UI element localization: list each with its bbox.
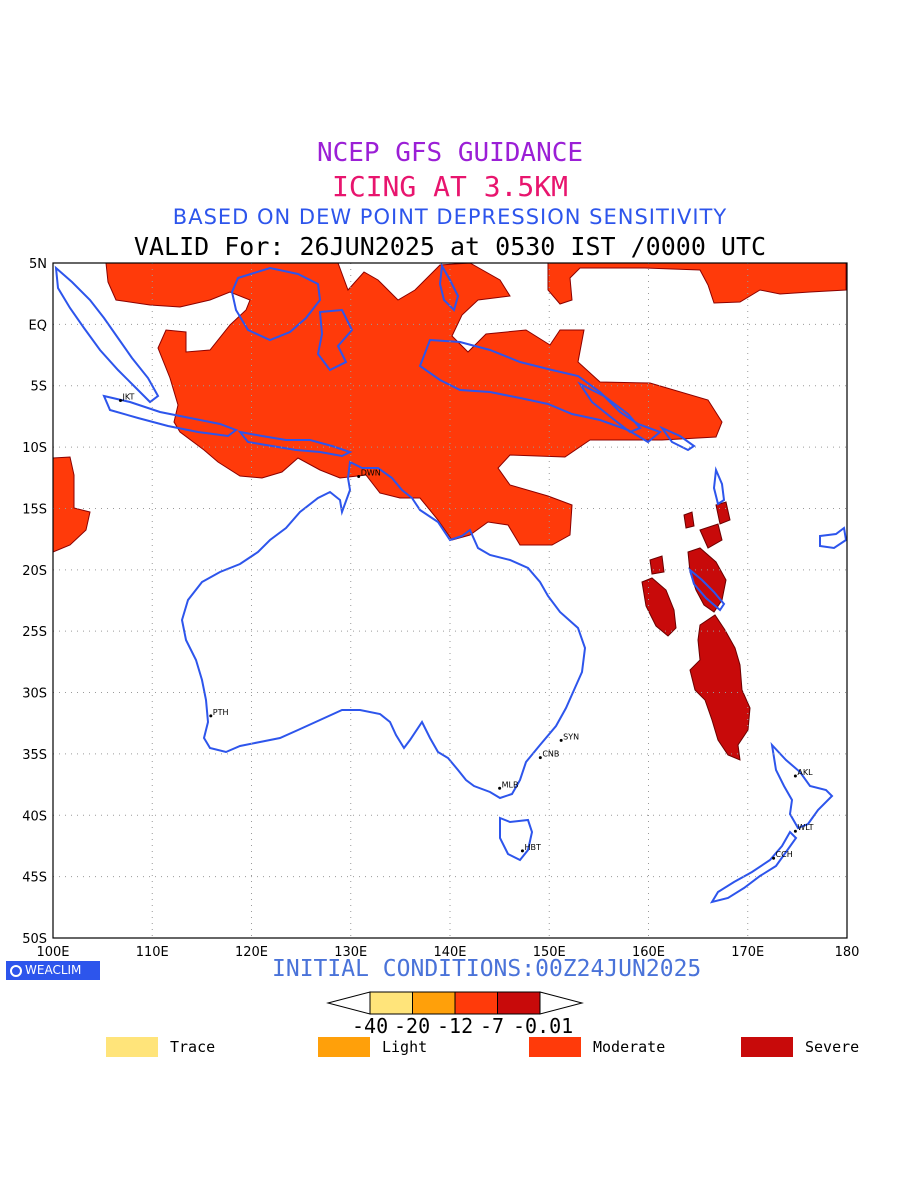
city-dot (538, 756, 542, 760)
severe-patch-4 (699, 523, 723, 549)
lat-tick-label: 10S (22, 441, 47, 456)
moderate-icing-areas (52, 262, 847, 553)
legend-label: Light (382, 1038, 428, 1056)
lat-tick-label: 40S (22, 809, 47, 824)
city-label: DWN (361, 469, 381, 478)
coast-fiji (819, 526, 848, 550)
severe-patch-5 (649, 555, 665, 575)
weaclim-logo: WEACLIM (6, 961, 100, 980)
legend-swatch (318, 1037, 370, 1057)
title-line-2: ICING AT 3.5KM (331, 170, 568, 203)
lon-tick-label: 130E (334, 945, 367, 960)
legend-swatch (106, 1037, 158, 1057)
coast-tasmania (499, 816, 534, 862)
city-dot (559, 738, 563, 742)
lat-tick-label: 25S (22, 625, 47, 640)
city-label: MLB (502, 780, 519, 789)
coast-solomons (659, 425, 696, 452)
city-label: HBT (524, 843, 541, 852)
icing-patch-ne (547, 262, 847, 305)
city-dot (357, 475, 361, 479)
coast-lesser-sunda (237, 430, 353, 458)
coast-nz-south (709, 830, 798, 904)
severe-patch-3 (641, 577, 677, 637)
coastlines (54, 262, 848, 904)
icing-patch-west (52, 456, 91, 553)
coast-new-guinea (418, 338, 662, 444)
coast-australia (180, 460, 587, 800)
city-dot (793, 829, 797, 833)
city-dot (209, 714, 213, 718)
title-line-1: NCEP GFS GUIDANCE (316, 138, 584, 168)
lat-tick-label: EQ (29, 318, 47, 333)
title-line-3: BASED ON DEW POINT DEPRESSION SENSITIVIT… (172, 205, 728, 229)
coast-nz-north (770, 741, 834, 830)
severe-patch-7 (683, 511, 695, 529)
city-dot (793, 774, 797, 778)
coast-new-caledonia (688, 567, 726, 612)
city-label: JKT (121, 392, 134, 401)
coast-sumatra (54, 265, 160, 404)
axis-tick-labels: 100E 110E 120E 130E 140E 150E 160E 170E 180 5N EQ 5… (22, 257, 859, 960)
severe-icing-areas (641, 501, 751, 761)
icing-patch-north (105, 262, 723, 546)
valid-time: VALID For: 26JUN2025 at 0530 IST /0000 U… (133, 232, 767, 261)
lat-tick-label: 15S (22, 502, 47, 517)
coast-sulawesi (316, 308, 354, 372)
coast-philippines (438, 262, 460, 312)
colorbar-label: -7 (480, 1014, 505, 1038)
map-frame (52, 262, 848, 939)
copyright-icon (10, 965, 22, 977)
colorbar-label: -40 (352, 1014, 389, 1038)
coast-borneo (230, 266, 322, 342)
lat-tick-label: 30S (22, 687, 47, 702)
lat-tick-label: 50S (22, 932, 47, 947)
city-label: CNB (542, 750, 559, 759)
lon-tick-label: 150E (533, 945, 566, 960)
coast-png-islands (577, 381, 642, 434)
lon-tick-label: 140E (433, 945, 466, 960)
city-label: PTH (213, 708, 229, 717)
lat-tick-label: 5N (29, 257, 47, 272)
coast-vanuatu (712, 466, 726, 506)
city-dot (520, 849, 524, 853)
legend-swatch (741, 1037, 793, 1057)
legend-label: Trace (170, 1038, 216, 1056)
city-label: CCH (776, 850, 793, 859)
graticule (53, 263, 847, 938)
lon-tick-label: 160E (632, 945, 665, 960)
severe-patch-6 (715, 501, 731, 525)
lon-tick-label: 120E (235, 945, 268, 960)
city-label: SYN (563, 732, 579, 741)
city-dot (118, 398, 122, 402)
lon-tick-label: 100E (36, 945, 69, 960)
lon-tick-label: 170E (731, 945, 764, 960)
lat-tick-label: 5S (30, 380, 47, 395)
initial-conditions: INITIAL CONDITIONS:00Z24JUN2025 (272, 956, 702, 982)
legend-label: Severe (805, 1038, 860, 1056)
colorbar-label: -12 (437, 1014, 474, 1038)
legend-label: Moderate (593, 1038, 666, 1056)
city-dot (772, 856, 776, 860)
severe-patch-1 (689, 614, 751, 761)
icing-map: 100E 110E 120E 130E 140E 150E 160E 170E 180 5N EQ 5… (22, 257, 859, 960)
city-label: AKL (797, 768, 813, 777)
coast-java (102, 394, 239, 438)
lat-tick-label: 45S (22, 871, 47, 886)
lat-tick-label: 20S (22, 564, 47, 579)
lon-tick-label: 110E (136, 945, 169, 960)
city-dot (498, 786, 502, 790)
colorbar-label: -20 (394, 1014, 431, 1038)
lat-tick-label: 35S (22, 748, 47, 763)
city-label: WLT (797, 823, 813, 832)
lon-tick-label: 180 (835, 945, 860, 960)
legend-swatch (529, 1037, 581, 1057)
colorbar-label: -0.01 (513, 1014, 574, 1038)
brand-label: WEACLIM (25, 963, 82, 977)
city-markers: JKT DWN PTH SYN CNB MLB HBT AKL WLT CCH (118, 392, 814, 860)
